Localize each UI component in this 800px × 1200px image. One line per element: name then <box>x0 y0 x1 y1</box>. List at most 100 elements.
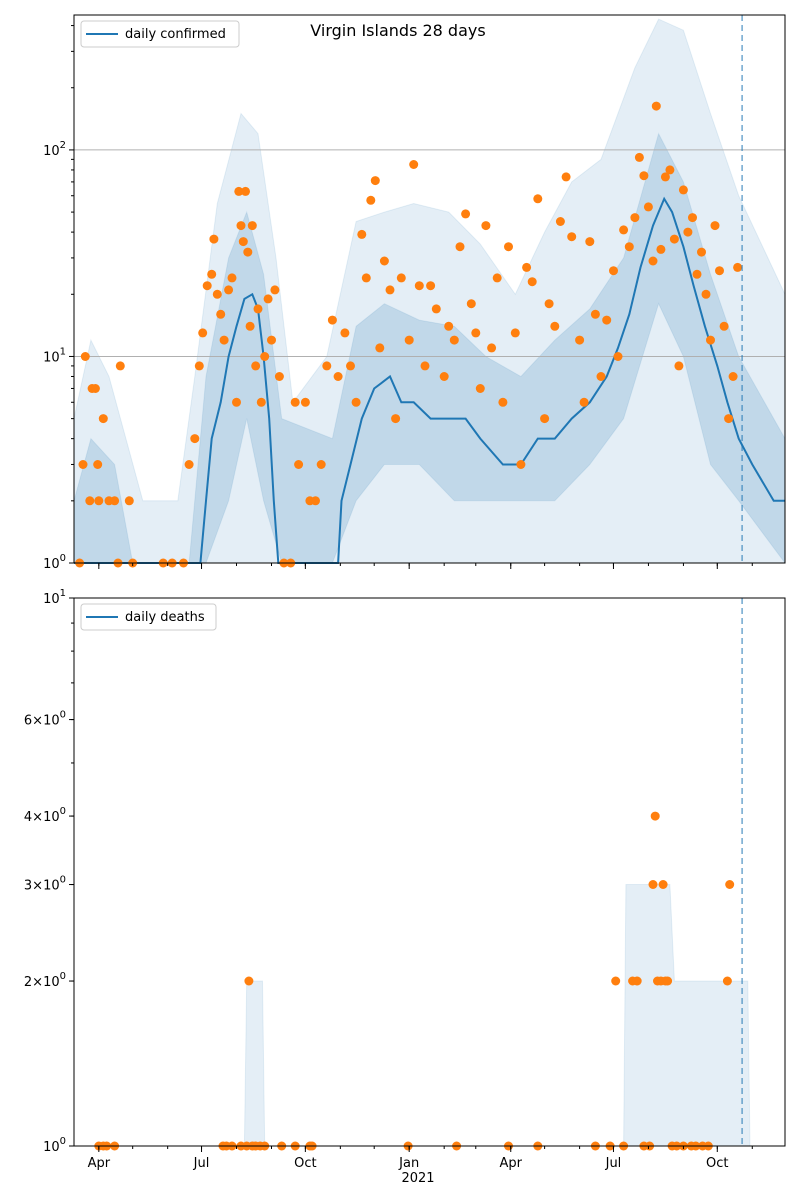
confirmed-data-point <box>630 213 640 223</box>
confirmed-data-point <box>426 281 436 291</box>
x-tick-label: Apr <box>88 1156 111 1171</box>
confirmed-data-point <box>94 496 104 506</box>
confirmed-data-point <box>316 460 326 469</box>
x-tick-label: Jul <box>193 1156 210 1171</box>
confirmed-data-point <box>639 171 649 181</box>
confirmed-data-point <box>361 273 371 283</box>
confirmed-data-point <box>466 299 476 309</box>
legend-box <box>80 20 240 48</box>
confirmed-data-point <box>78 460 88 469</box>
confirmed-data-point <box>340 328 350 338</box>
confirmed-legend: daily confirmed <box>80 20 240 48</box>
x-tick-label: Oct <box>706 1156 728 1171</box>
deaths-data-point <box>632 976 642 986</box>
confirmed-data-point <box>575 335 585 345</box>
confirmed-data-point <box>498 397 508 407</box>
confirmed-data-point <box>527 277 537 287</box>
confirmed-data-point <box>93 460 103 469</box>
confirmed-data-point <box>80 352 90 361</box>
confirmed-data-point <box>124 496 134 506</box>
confirmed-data-point <box>391 414 401 424</box>
confirmed-data-point <box>370 176 380 186</box>
confirmed-data-point <box>224 285 234 295</box>
confirmed-data-point <box>115 361 125 371</box>
confirmed-data-point <box>256 397 266 407</box>
legend-label: daily deaths <box>125 610 205 625</box>
confirmed-data-point <box>346 361 355 371</box>
confirmed-data-point <box>585 237 595 247</box>
confirmed-data-point <box>439 372 449 381</box>
confirmed-panel: 100 101 102 Virgin Islands 28 days daily c… <box>43 14 786 572</box>
confirmed-data-point <box>455 242 465 252</box>
confirmed-data-point <box>212 289 222 299</box>
confirmed-data-point <box>619 225 629 235</box>
confirmed-data-point <box>375 343 385 353</box>
deaths-y-axis: 100 2×100 3×100 4×100 6×100 101 <box>24 588 74 1155</box>
confirmed-data-point <box>555 217 565 226</box>
confirmed-data-point <box>267 335 276 345</box>
confirmed-data-point <box>351 397 361 407</box>
legend-box <box>80 603 217 631</box>
confirmed-data-point <box>461 209 471 219</box>
confirmed-data-point <box>522 262 532 272</box>
confirmed-axes-frame <box>73 14 786 564</box>
confirmed-data-point <box>234 186 244 196</box>
confirmed-data-point <box>396 273 406 283</box>
confirmed-data-point <box>236 221 246 231</box>
confirmed-data-point <box>540 414 550 424</box>
confirmed-data-point <box>85 496 95 506</box>
confirmed-data-point <box>590 309 600 319</box>
confirmed-data-point <box>688 213 697 223</box>
y-tick-label: 102 <box>43 140 66 159</box>
deaths-data-point <box>663 976 673 986</box>
confirmed-data-point <box>238 237 248 247</box>
confirmed-data-point <box>487 343 497 353</box>
confirmed-data-point <box>98 414 108 424</box>
deaths-legend: daily deaths <box>80 603 217 631</box>
confirmed-data-point <box>90 384 100 393</box>
confirmed-data-point <box>724 414 734 424</box>
confirmed-data-point <box>327 315 337 325</box>
confirmed-data-point <box>184 460 194 469</box>
confirmed-data-point <box>227 273 237 283</box>
confirmed-data-point <box>216 309 226 319</box>
confirmed-data-point <box>692 269 702 279</box>
confirmed-data-point <box>697 247 706 257</box>
x-tick-label: Oct <box>294 1156 316 1171</box>
confirmed-data-point <box>379 256 389 266</box>
confirmed-trend-line <box>74 196 785 564</box>
confirmed-data-point <box>290 397 300 407</box>
y-tick-label: 101 <box>43 588 66 607</box>
confirmed-data-point <box>634 152 644 162</box>
confirmed-data-point <box>409 160 419 169</box>
confirmed-data-point <box>209 234 219 244</box>
confirmed-data-point <box>624 242 634 252</box>
confirmed-data-point <box>357 229 367 239</box>
confirmed-data-point <box>516 460 526 469</box>
deaths-data-point <box>650 811 660 821</box>
confirmed-data-point <box>219 335 229 345</box>
confirmed-data-point <box>674 361 684 371</box>
confirmed-data-point <box>414 281 424 291</box>
legend-label: daily confirmed <box>125 27 226 42</box>
confirmed-data-point <box>366 195 376 205</box>
confirmed-data-point <box>656 244 666 254</box>
confirmed-data-point <box>567 232 577 242</box>
confirmed-points-layer <box>75 101 743 568</box>
deaths-data-point <box>725 880 735 889</box>
confirmed-data-point <box>678 185 688 195</box>
confirmed-data-point <box>274 372 284 381</box>
confirmed-data-point <box>110 496 120 506</box>
confirmed-data-point <box>207 269 217 279</box>
confirmed-data-point <box>190 434 200 444</box>
confirmed-data-point <box>243 247 253 257</box>
y-tick-label: 2×100 <box>24 971 66 990</box>
confirmed-data-point <box>232 397 241 407</box>
y-tick-label: 6×100 <box>24 710 66 729</box>
confirmed-data-point <box>294 460 304 469</box>
confirmed-data-point <box>733 262 743 272</box>
confirmed-data-point <box>701 289 711 299</box>
deaths-x-axis: Apr Jul Oct Jan Apr Jul Oct <box>88 1146 753 1171</box>
confirmed-data-point <box>300 397 310 407</box>
